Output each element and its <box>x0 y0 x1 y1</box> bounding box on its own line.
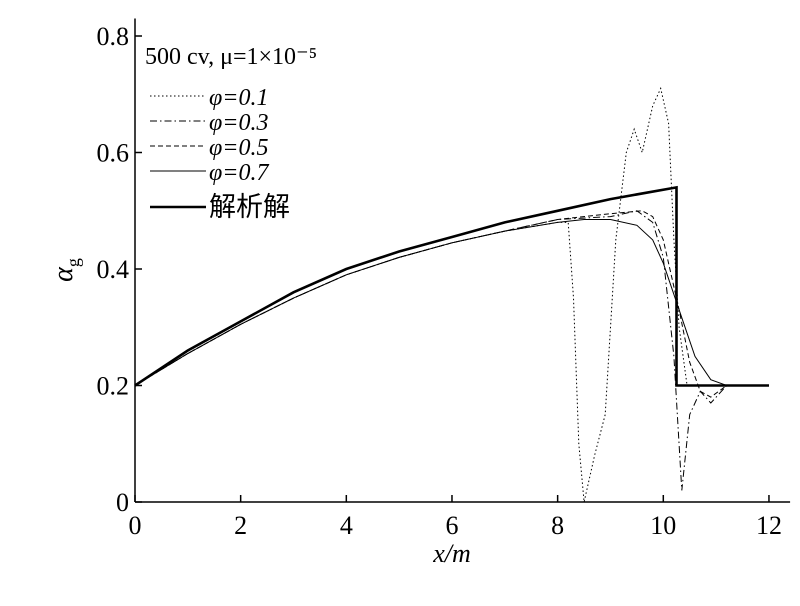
x-tick-label: 6 <box>445 511 458 540</box>
x-tick-label: 0 <box>129 511 142 540</box>
line-series <box>134 219 769 386</box>
legend-label: φ=0.3 <box>209 110 268 136</box>
x-tick-label: 2 <box>234 511 247 540</box>
y-tick-label: 0.8 <box>97 22 130 51</box>
y-tick-label: 0.2 <box>97 372 130 401</box>
legend-title: 500 cv, μ=1×10⁻⁵ <box>145 44 317 70</box>
line-series <box>134 86 769 503</box>
line-series <box>134 210 769 398</box>
y-label-symbol: α <box>48 266 79 282</box>
y-tick-label: 0 <box>116 488 129 517</box>
y-tick-label: 0.6 <box>97 139 130 168</box>
y-tick-label: 0.4 <box>97 255 130 284</box>
legend-label: φ=0.1 <box>209 85 268 111</box>
x-tick-label: 12 <box>756 511 782 540</box>
x-axis-label: x/m <box>432 539 471 568</box>
line-series <box>134 185 769 387</box>
y-label-subscript: g <box>63 258 83 267</box>
x-tick-label: 10 <box>650 511 676 540</box>
y-axis-label: αg <box>48 258 83 282</box>
legend-label: 解析解 <box>209 192 290 222</box>
x-tick-label: 8 <box>551 511 564 540</box>
x-tick-label: 4 <box>340 511 353 540</box>
legend-label: φ=0.7 <box>209 160 269 186</box>
legend-label: φ=0.5 <box>209 135 268 161</box>
line-series <box>134 210 769 491</box>
